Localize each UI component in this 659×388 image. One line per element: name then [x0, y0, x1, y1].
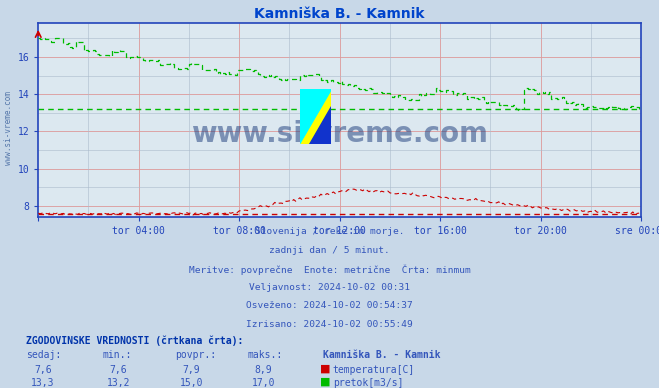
- Text: 7,6: 7,6: [110, 365, 127, 375]
- Text: Veljavnost: 2024-10-02 00:31: Veljavnost: 2024-10-02 00:31: [249, 283, 410, 292]
- Text: Meritve: povprečne  Enote: metrične  Črta: minmum: Meritve: povprečne Enote: metrične Črta:…: [188, 264, 471, 275]
- Text: Kamniška B. - Kamnik: Kamniška B. - Kamnik: [323, 350, 440, 360]
- Text: povpr.:: povpr.:: [175, 350, 215, 360]
- Text: Slovenija / reke in morje.: Slovenija / reke in morje.: [255, 227, 404, 236]
- Text: ■: ■: [320, 376, 330, 386]
- Text: 13,3: 13,3: [31, 378, 55, 388]
- Text: ■: ■: [320, 364, 330, 374]
- Text: temperatura[C]: temperatura[C]: [333, 365, 415, 375]
- Text: ZGODOVINSKE VREDNOSTI (črtkana črta):: ZGODOVINSKE VREDNOSTI (črtkana črta):: [26, 336, 244, 346]
- Text: maks.:: maks.:: [247, 350, 282, 360]
- Text: www.si-vreme.com: www.si-vreme.com: [4, 91, 13, 165]
- Text: Izrisano: 2024-10-02 00:55:49: Izrisano: 2024-10-02 00:55:49: [246, 320, 413, 329]
- Polygon shape: [300, 89, 331, 144]
- Polygon shape: [309, 106, 331, 144]
- Text: www.si-vreme.com: www.si-vreme.com: [191, 120, 488, 148]
- Text: sedaj:: sedaj:: [26, 350, 61, 360]
- Text: min.:: min.:: [102, 350, 132, 360]
- Text: pretok[m3/s]: pretok[m3/s]: [333, 378, 403, 388]
- Text: Osveženo: 2024-10-02 00:54:37: Osveženo: 2024-10-02 00:54:37: [246, 301, 413, 310]
- Polygon shape: [300, 89, 331, 144]
- Text: 8,9: 8,9: [255, 365, 272, 375]
- Title: Kamniška B. - Kamnik: Kamniška B. - Kamnik: [254, 7, 425, 21]
- Text: 17,0: 17,0: [252, 378, 275, 388]
- Text: zadnji dan / 5 minut.: zadnji dan / 5 minut.: [269, 246, 390, 255]
- Polygon shape: [300, 89, 331, 144]
- Text: 7,6: 7,6: [34, 365, 51, 375]
- Text: 13,2: 13,2: [107, 378, 130, 388]
- Text: 15,0: 15,0: [179, 378, 203, 388]
- Text: 7,9: 7,9: [183, 365, 200, 375]
